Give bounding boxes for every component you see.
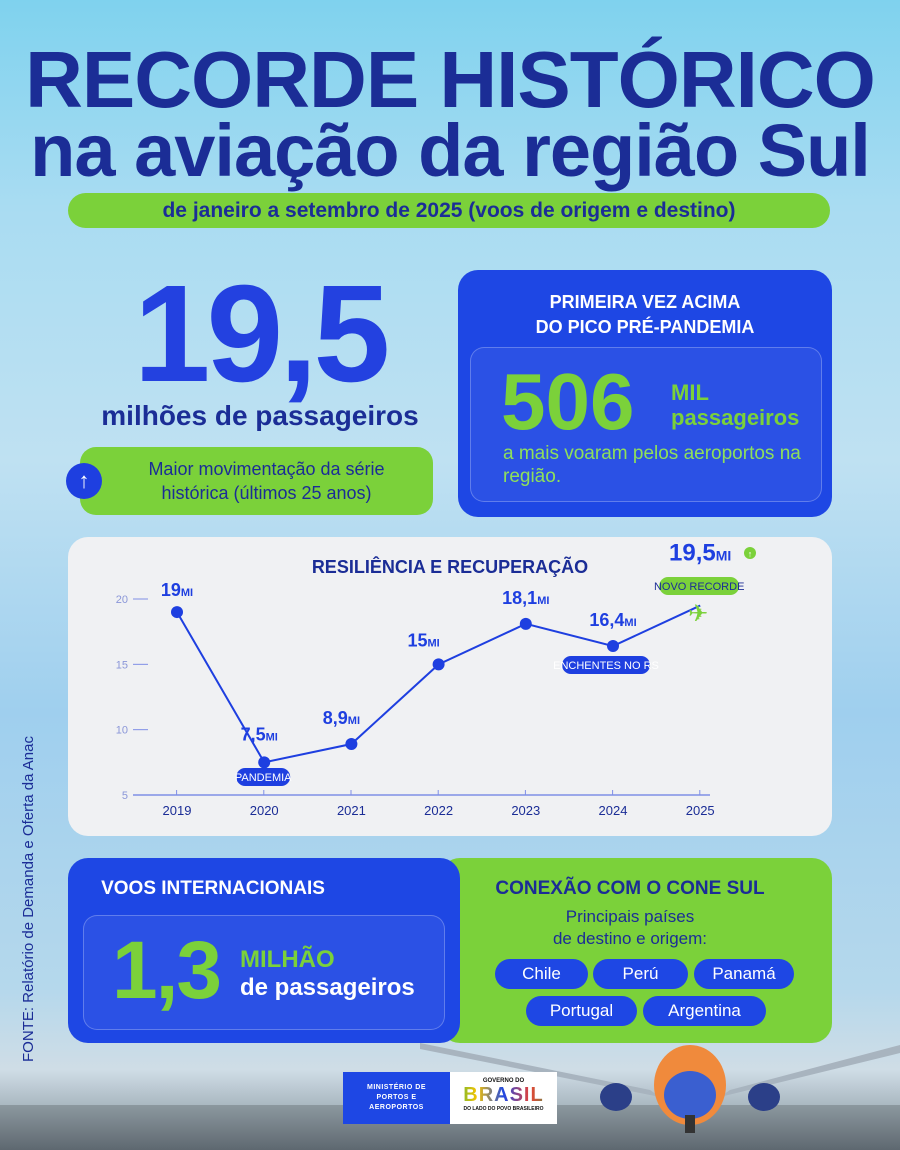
y-tick-label: 20 <box>116 594 128 606</box>
record-note-text: Maior movimentação da série histórica (ú… <box>148 459 385 503</box>
data-point <box>432 658 445 671</box>
gov-logo-main: BRASIL <box>450 1084 557 1106</box>
record-note: ↑ Maior movimentação da série histórica … <box>66 447 433 515</box>
cone-sul-title: CONEXÃO COM O CONE SUL <box>495 878 765 899</box>
pre-pandemic-title-2: DO PICO PRÉ-PANDEMIA <box>535 317 755 337</box>
passengers-value: 19,5 <box>133 257 391 411</box>
x-tick-label: 2021 <box>337 803 366 818</box>
record-tag-text: NOVO RECORDE <box>654 581 744 593</box>
data-label: 18,1MI <box>502 588 549 608</box>
floods-tag-text: ENCHENTES NO RS <box>553 660 659 672</box>
data-label: 16,4MI <box>589 610 636 630</box>
international-unit-2: de passageiros <box>240 974 415 1001</box>
gov-logo-top: GOVERNO DO <box>482 1078 525 1084</box>
arrow-up-icon: ↑ <box>748 549 753 559</box>
y-tick-label: 5 <box>122 790 128 802</box>
title-line1: RECORDE HISTÓRICO <box>25 35 876 124</box>
data-point <box>258 756 271 769</box>
pre-pandemic-title-1: PRIMEIRA VEZ ACIMA <box>549 292 741 312</box>
international-value: 1,3 <box>112 925 222 1016</box>
x-tick-label: 2022 <box>424 803 453 818</box>
x-tick-label: 2020 <box>250 803 279 818</box>
data-label: 15MI <box>407 630 439 650</box>
pre-pandemic-description: a mais voaram pelos aeroportos na região… <box>503 443 801 487</box>
pre-pandemic-unit-1: MIL <box>671 380 709 405</box>
pre-pandemic-value: 506 <box>501 357 635 446</box>
gov-logo-bottom: DO LADO DO POVO BRASILEIRO <box>463 1106 544 1112</box>
floods-tag <box>562 656 650 674</box>
subtitle-pill: de janeiro a setembro de 2025 (voos de o… <box>68 193 830 228</box>
passengers-label: milhões de passageiros <box>101 400 419 431</box>
country-argentina: Argentina <box>643 996 766 1026</box>
x-tick-label: 2019 <box>163 803 192 818</box>
data-label: 19MI <box>161 580 193 600</box>
title-line2: na aviação da região Sul <box>30 109 871 192</box>
international-card: VOOS INTERNACIONAIS 1,3 MILHÃO de passag… <box>68 858 460 1043</box>
international-unit-1: MILHÃO <box>240 946 335 973</box>
cone-sul-subtitle-1: Principais países <box>565 907 695 926</box>
pandemic-tag <box>236 768 291 786</box>
pandemic-tag-text: PANDEMIA <box>235 772 292 784</box>
international-title: VOOS INTERNACIONAIS <box>101 878 325 899</box>
record-tag <box>659 577 740 595</box>
pre-pandemic-card: PRIMEIRA VEZ ACIMA DO PICO PRÉ-PANDEMIA … <box>458 270 832 517</box>
data-label: 7,5MI <box>241 724 278 744</box>
country-portugal: Portugal <box>526 996 637 1026</box>
airplane-icon: ✈ <box>688 601 708 628</box>
data-point <box>607 640 619 653</box>
arrow-up-icon: ↑ <box>66 463 102 499</box>
chart-title: RESILIÊNCIA E RECUPERAÇÃO <box>312 556 588 577</box>
x-tick-label: 2023 <box>511 803 540 818</box>
x-tick-label: 2024 <box>599 803 628 818</box>
y-tick-label: 10 <box>116 725 128 737</box>
x-tick-label: 2025 <box>686 803 715 818</box>
ministry-logo: MINISTÉRIO DE PORTOS E AEROPORTOS <box>343 1072 450 1124</box>
airplane-image <box>420 1043 900 1133</box>
pre-pandemic-unit-2: passageiros <box>671 405 800 430</box>
y-tick-label: 15 <box>116 659 128 671</box>
government-logo: GOVERNO DO BRASIL DO LADO DO POVO BRASIL… <box>450 1072 557 1124</box>
source-note: FONTE: Relatório de Demanda e Oferta da … <box>20 736 37 1062</box>
country-peru: Perú <box>593 959 688 989</box>
country-chile: Chile <box>495 959 588 989</box>
cone-sul-subtitle-2: de destino e origem: <box>552 929 708 948</box>
data-point <box>171 606 183 619</box>
data-point <box>345 738 358 751</box>
country-panama: Panamá <box>694 959 794 989</box>
data-label: 8,9MI <box>323 708 360 728</box>
arrow-up-badge-icon <box>744 547 756 559</box>
data-point <box>519 617 532 630</box>
data-label: 19,5MI <box>669 540 731 567</box>
